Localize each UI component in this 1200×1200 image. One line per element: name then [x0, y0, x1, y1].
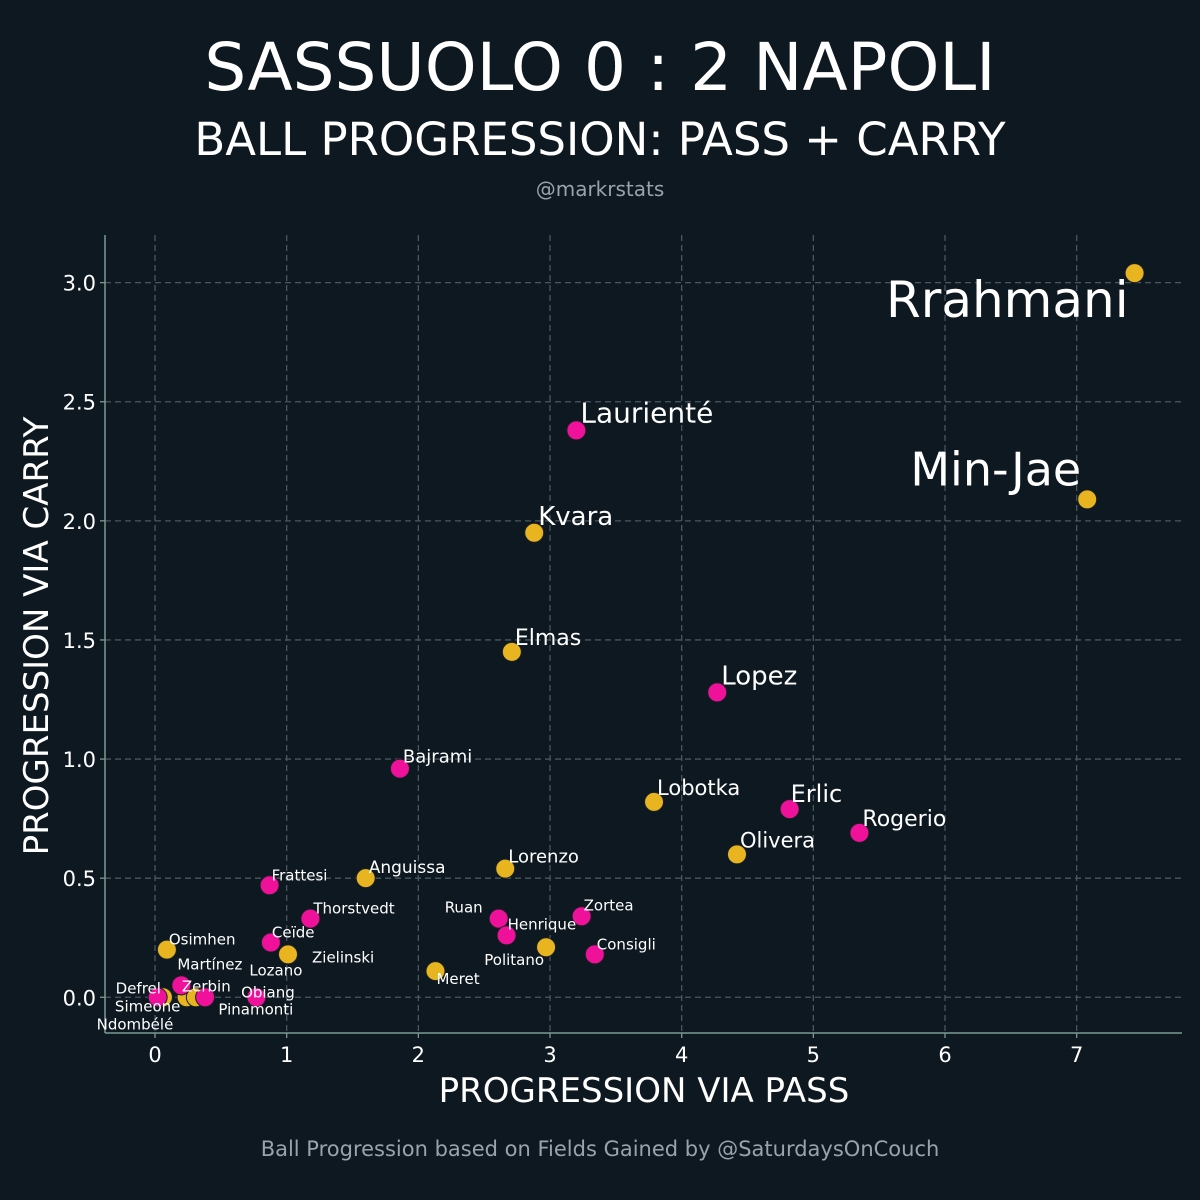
data-point-sassuolo — [171, 975, 192, 996]
data-point-sassuolo — [488, 908, 509, 929]
data-point-napoli — [1077, 489, 1098, 510]
point-label: Bajrami — [403, 747, 472, 768]
x-tick-label: 2 — [412, 1043, 425, 1067]
point-label: Ruan — [445, 899, 483, 917]
x-axis-title: PROGRESSION VIA PASS — [439, 1071, 850, 1111]
data-point-sassuolo — [584, 944, 605, 965]
point-label: Zielinski — [312, 948, 374, 966]
point-label: Lopez — [721, 661, 797, 691]
data-point-sassuolo — [566, 420, 587, 441]
data-point-sassuolo — [260, 932, 281, 953]
point-label: Ceïde — [272, 923, 315, 941]
data-point-napoli — [355, 868, 376, 889]
point-label: Erlic — [791, 780, 843, 808]
point-label: Rrahmani — [886, 271, 1129, 329]
point-label: Laurienté — [580, 396, 713, 429]
y-tick-label: 2.0 — [63, 510, 96, 534]
point-label: Henrique — [508, 915, 577, 933]
data-point-napoli — [644, 791, 665, 812]
chart-subtitle: BALL PROGRESSION: PASS + CARRY — [194, 113, 1006, 166]
point-label: Lorenzo — [508, 847, 579, 868]
data-point-napoli — [1124, 263, 1145, 284]
point-label: Ndombélé — [97, 1015, 174, 1033]
chart-title: SASSUOLO 0 : 2 NAPOLI — [204, 29, 996, 106]
data-point-sassuolo — [849, 822, 870, 843]
point-label: Consigli — [597, 935, 656, 953]
y-tick-label: 0.5 — [63, 867, 96, 891]
point-label: Simeone — [115, 997, 180, 1015]
point-label: Olivera — [740, 828, 815, 852]
point-label: Meret — [436, 970, 479, 988]
data-point-sassuolo — [246, 987, 267, 1008]
x-tick-label: 1 — [280, 1043, 293, 1067]
data-point-napoli — [425, 961, 446, 982]
axes: 0 1 2 3 4 5 6 7 0.0 0.5 1.0 1.5 2.0 2.5 3.0 — [63, 235, 1182, 1067]
grid-lines — [105, 235, 1182, 1033]
x-tick-label: 4 — [675, 1043, 688, 1067]
point-label: Pinamonti — [218, 1000, 293, 1018]
point-label: Politano — [484, 951, 544, 969]
point-label: Lobotka — [657, 776, 740, 800]
point-label: Thorstvedt — [312, 900, 394, 918]
point-label: Lozano — [249, 961, 302, 979]
point-labels: Rrahmani Min-Jae Kvara Elmas Lobotka Olivera L… — [97, 271, 1129, 1033]
point-label: Kvara — [538, 502, 613, 532]
data-point-sassuolo — [389, 758, 410, 779]
data-point-napoli — [501, 641, 522, 662]
y-tick-label: 1.5 — [63, 629, 96, 653]
point-label: Martínez — [177, 955, 242, 973]
point-label: Osimhen — [169, 931, 236, 949]
data-point-napoli — [524, 522, 545, 543]
data-point-sassuolo — [779, 799, 800, 820]
data-point-sassuolo — [496, 925, 517, 946]
y-axis-title: PROGRESSION VIA CARRY — [17, 416, 57, 855]
point-label: Zerbin — [182, 977, 231, 995]
data-point-sassuolo — [259, 875, 280, 896]
point-label: Rogerio — [862, 807, 946, 832]
data-point-napoli — [536, 937, 557, 958]
x-tick-label: 6 — [938, 1043, 951, 1067]
author-handle: @markrstats — [535, 177, 665, 201]
data-point-sassuolo — [707, 682, 728, 703]
footer-credit: Ball Progression based on Fields Gained … — [260, 1137, 940, 1161]
data-point-napoli — [278, 944, 299, 965]
data-point-sassuolo — [300, 908, 321, 929]
y-tick-label: 1.0 — [63, 748, 96, 772]
point-label: Obiang — [241, 983, 295, 1001]
point-label: Frattesi — [272, 866, 328, 884]
data-point-napoli — [156, 939, 177, 960]
point-label: Zortea — [584, 896, 634, 914]
data-point-sassuolo — [147, 987, 168, 1008]
data-point-napoli — [495, 858, 516, 879]
point-label: Elmas — [515, 626, 581, 651]
y-tick-label: 2.5 — [63, 391, 96, 415]
y-tick-label: 3.0 — [63, 272, 96, 296]
x-tick-label: 3 — [543, 1043, 556, 1067]
point-label: Defrel — [116, 979, 161, 997]
x-tick-label: 5 — [807, 1043, 820, 1067]
x-tick-label: 0 — [148, 1043, 161, 1067]
y-tick-label: 0.0 — [63, 986, 96, 1010]
data-point-napoli — [726, 844, 747, 865]
point-label: Anguissa — [369, 858, 446, 878]
data-point-sassuolo — [195, 987, 216, 1008]
data-point-sassuolo — [571, 906, 592, 927]
data-points — [147, 263, 1145, 1008]
point-label: Min-Jae — [910, 442, 1081, 496]
x-tick-label: 7 — [1070, 1043, 1083, 1067]
